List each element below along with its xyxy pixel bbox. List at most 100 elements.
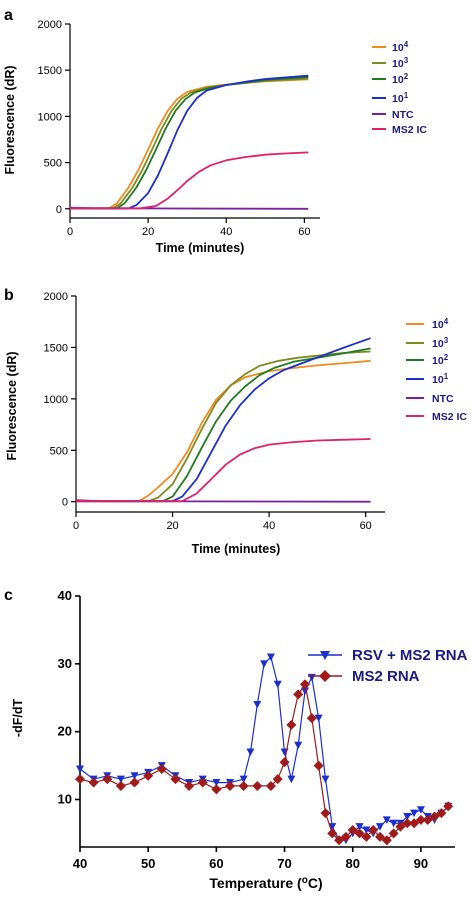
y-tick-label: 1500: [44, 342, 68, 354]
legend-label: 104: [432, 317, 449, 332]
data-point-triangle: [273, 680, 282, 689]
data-point-diamond: [402, 818, 413, 829]
y-axis-label: Fluorescence (dR): [5, 351, 19, 460]
data-point-diamond: [361, 831, 372, 842]
panel-letter: a: [4, 7, 13, 24]
legend-label: 101: [432, 372, 449, 387]
legend-label-exponent: 1: [444, 372, 449, 381]
data-point-diamond: [272, 774, 283, 785]
data-point-triangle: [355, 823, 364, 831]
data-point-triangle: [260, 660, 269, 668]
data-point-diamond: [436, 808, 447, 819]
y-axis-label: -dF/dT: [11, 699, 25, 738]
legend-label-exponent: 4: [444, 317, 449, 326]
data-point-diamond: [443, 801, 454, 812]
data-point-diamond: [156, 763, 167, 774]
data-point-diamond: [184, 780, 195, 791]
data-point-triangle: [301, 687, 309, 695]
data-point-diamond: [211, 784, 222, 795]
data-point-triangle: [362, 826, 371, 835]
data-point-diamond: [375, 831, 385, 842]
x-tick-label: 90: [414, 856, 428, 871]
legend-label: NTC: [432, 393, 454, 405]
data-point-diamond: [429, 811, 440, 822]
series-line: [70, 77, 309, 210]
y-tick-label: 500: [44, 158, 62, 170]
data-point-triangle: [314, 714, 323, 723]
x-tick-label: 70: [277, 856, 291, 871]
data-point-diamond: [238, 780, 249, 791]
series-line: [70, 151, 309, 210]
y-tick-label: 0: [56, 204, 62, 216]
data-point-diamond: [88, 777, 99, 788]
x-tick-label: 0: [73, 520, 79, 532]
x-tick-label: 0: [67, 226, 73, 238]
series-line: [70, 78, 309, 210]
x-axis-label-end: C): [308, 875, 323, 891]
data-point-diamond: [347, 825, 358, 836]
data-point-diamond: [388, 828, 399, 839]
data-point-diamond: [409, 818, 420, 829]
legend-label-exponent: 3: [444, 336, 449, 345]
data-point-diamond: [286, 719, 297, 730]
legend-label: 102: [432, 353, 449, 368]
chart-panel-b: b 0 20 40 60 0 500 1000 1500 2000 Fluorescence (dR…: [4, 287, 467, 556]
data-point-diamond: [279, 757, 290, 768]
y-tick-label: 2000: [38, 19, 62, 31]
x-axis-label: Time (minutes): [192, 542, 281, 556]
y-tick-label: 30: [58, 656, 72, 671]
x-axis-label: Temperature (oC): [209, 875, 322, 892]
series-line: [76, 359, 371, 503]
data-point-diamond: [265, 780, 276, 791]
x-tick-label: 50: [141, 856, 155, 871]
chart-panel-c: c 40 50 60 70 80 90 10 20 30 40 -dF/dT Temperature (…: [4, 587, 468, 891]
data-point-diamond: [197, 777, 208, 788]
data-point-triangle: [130, 772, 139, 780]
series-line: [70, 76, 309, 210]
data-point-diamond: [395, 821, 406, 832]
legend-label: MS2 IC: [392, 124, 427, 136]
legend-label-exponent: 2: [444, 353, 449, 362]
legend-marker: [319, 670, 331, 682]
data-point-triangle: [321, 775, 330, 784]
legend-label-exponent: 1: [404, 91, 409, 100]
data-point-diamond: [327, 828, 338, 839]
legend-label-exponent: 3: [404, 56, 409, 65]
data-point-triangle: [76, 765, 84, 773]
data-point-diamond: [252, 780, 263, 791]
legend-label-exponent: 4: [404, 40, 409, 49]
legend-label: 104: [392, 40, 409, 55]
y-tick-label: 1000: [44, 394, 68, 406]
data-point-triangle: [382, 816, 391, 824]
legend-label: NTC: [392, 109, 414, 121]
data-point-diamond: [170, 774, 181, 785]
data-point-diamond: [334, 835, 345, 846]
data-point-triangle: [328, 823, 337, 831]
data-point-diamond: [102, 774, 113, 785]
x-tick-label: 40: [263, 520, 275, 532]
data-point-diamond: [293, 689, 304, 700]
data-point-diamond: [368, 825, 379, 836]
y-tick-label: 500: [50, 445, 68, 457]
data-point-diamond: [225, 780, 235, 791]
data-point-diamond: [75, 774, 85, 785]
y-tick-label: 20: [58, 724, 72, 739]
y-tick-label: 1000: [38, 111, 62, 123]
data-point-diamond: [313, 760, 324, 771]
legend-label-exponent: 2: [404, 72, 409, 81]
y-tick-label: 40: [58, 588, 72, 603]
x-tick-label: 80: [345, 856, 359, 871]
series-line: [76, 347, 371, 503]
series-line: [76, 337, 371, 503]
data-point-triangle: [389, 819, 398, 828]
data-point-diamond: [115, 780, 126, 791]
data-point-triangle: [287, 775, 296, 784]
data-point-diamond: [129, 777, 140, 788]
legend-label: MS2 RNA: [352, 668, 420, 685]
panel-letter: c: [4, 587, 13, 604]
x-tick-label: 60: [209, 856, 223, 871]
series-line: [79, 683, 449, 841]
legend-label: 103: [392, 56, 409, 71]
data-point-diamond: [422, 814, 433, 825]
